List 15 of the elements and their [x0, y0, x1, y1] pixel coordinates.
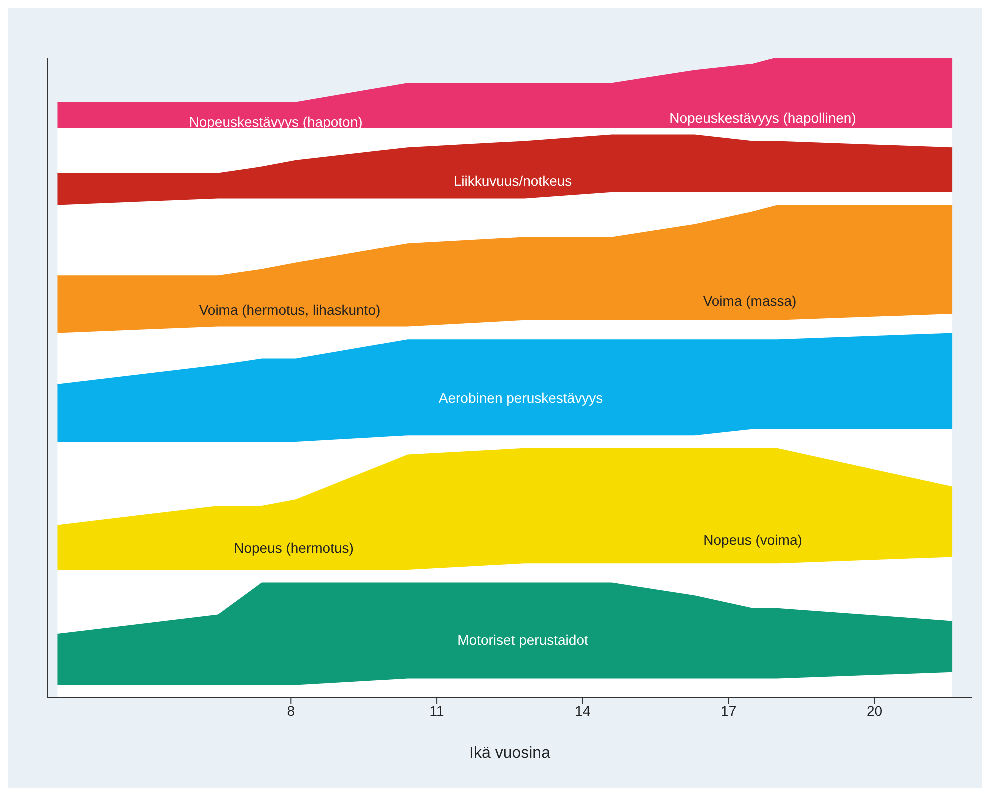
annotation: Nopeus (voima) [704, 532, 802, 548]
annotation: Aerobinen peruskestävyys [438, 390, 604, 406]
x-axis-title: Ikä vuosina [470, 745, 551, 762]
annotation: Voima (massa) [703, 293, 797, 309]
annotation: Nopeuskestävyys (hapollinen) [670, 110, 856, 126]
annotation: Nopeus (hermotus) [234, 540, 354, 556]
annotation: Motoriset perustaidot [458, 632, 588, 648]
x-tick-label: 11 [430, 702, 445, 719]
annotation: Nopeuskestävyys (hapoton) [189, 114, 363, 130]
x-tick-label: 17 [721, 702, 737, 719]
x-tick-label: 20 [866, 702, 883, 719]
x-tick-label: 14 [575, 702, 591, 719]
x-tick-label: 8 [287, 702, 296, 719]
annotation: Liikkuvuus/notkeus [454, 173, 572, 189]
annotation: Voima (hermotus, lihaskunto) [199, 302, 381, 318]
